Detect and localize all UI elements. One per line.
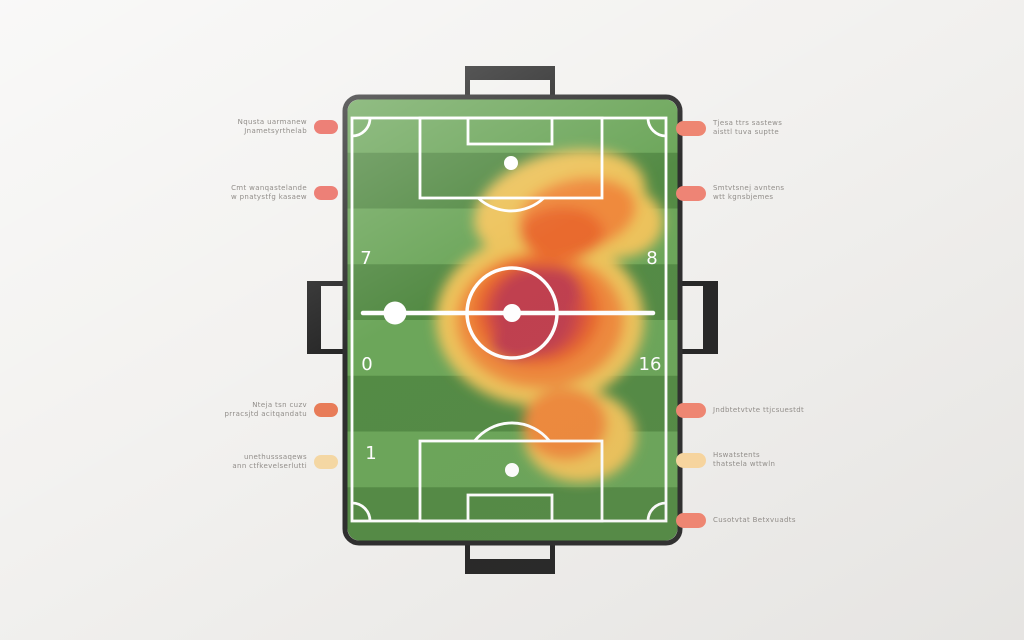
top-penalty-spot [504, 156, 518, 170]
callout-pill [314, 186, 338, 200]
centre-spot [503, 304, 521, 322]
callout-pill [676, 185, 706, 201]
callout-pill [314, 403, 338, 417]
pitch-number-left-upper: 7 [360, 248, 371, 269]
top-penalty-arc [477, 196, 545, 213]
callout-left-3: Nteja tsn cuzv prracsjtd acitqandatu [0, 399, 338, 421]
callout-pill [314, 455, 338, 469]
halfway-marker-dot [383, 301, 407, 325]
top-goal-area [466, 116, 554, 146]
callout-right-3: Jndbtetvtvte ttjcsuestdt [676, 399, 1008, 421]
corner-arc-top-left [351, 117, 372, 138]
callout-text: Hswatstents thatstela wttwln [713, 451, 776, 468]
callout-right-4: Hswatstents thatstela wttwln [676, 449, 1008, 471]
goal-crossbars [307, 66, 717, 573]
callout-text: Smtvtsnej avntens wtt kgnsbjemes [713, 184, 785, 201]
callout-text: unethusssaqews ann ctfkevelserlutti [232, 453, 307, 470]
callout-text: Cmt wanqastelande w pnatystfg kasaew [230, 184, 307, 201]
top-goal-bar [465, 66, 555, 80]
field-dots [383, 156, 521, 477]
callout-left-1: Nqusta uarmanew Jnametsyrthelab [0, 116, 338, 138]
pitch-number-right-lower: 16 [639, 354, 662, 375]
callout-right-2: Smtvtsnej avntens wtt kgnsbjemes [676, 182, 1008, 204]
pitch-border [342, 94, 683, 546]
corner-arc-top-right [646, 117, 667, 138]
callout-pill [314, 120, 338, 134]
callout-pill [676, 120, 706, 136]
bottom-penalty-spot [505, 463, 519, 477]
bottom-goal-area [466, 493, 554, 523]
callout-text: Jndbtetvtvte ttjcsuestdt [713, 405, 805, 414]
callout-pill [676, 402, 706, 418]
pitch-number-left-bottom: 1 [365, 443, 376, 464]
pitch-number-left-lower: 0 [361, 354, 372, 375]
callout-text: Tjesa ttrs sastews aisttl tuva suptte [713, 119, 783, 136]
callout-text: Nteja tsn cuzv prracsjtd acitqandatu [224, 401, 307, 418]
callout-pill [676, 452, 706, 468]
corner-arc-bottom-left [351, 501, 372, 522]
callout-left-4: unethusssaqews ann ctfkevelserlutti [0, 451, 338, 473]
corner-arc-bottom-right [646, 501, 667, 522]
callout-right-1: Tjesa ttrs sastews aisttl tuva suptte [676, 117, 1008, 139]
callout-text: Cusotvtat Betxvuadts [713, 515, 796, 524]
bottom-penalty-arc [473, 421, 551, 442]
callout-right-5: Cusotvtat Betxvuadts [676, 509, 1008, 531]
bottom-goal-bar [465, 559, 555, 573]
right-goal-bar [703, 281, 717, 354]
pitch-number-right-upper: 8 [646, 248, 657, 269]
callout-left-2: Cmt wanqastelande w pnatystfg kasaew [0, 182, 338, 204]
pitch-interior: 7 0 1 8 16 [347, 99, 678, 541]
callout-text: Nqusta uarmanew Jnametsyrthelab [237, 118, 307, 135]
left-goal-bar [307, 281, 321, 354]
pitch-numbers: 7 0 1 8 16 [360, 248, 661, 464]
callout-pill [676, 512, 706, 528]
